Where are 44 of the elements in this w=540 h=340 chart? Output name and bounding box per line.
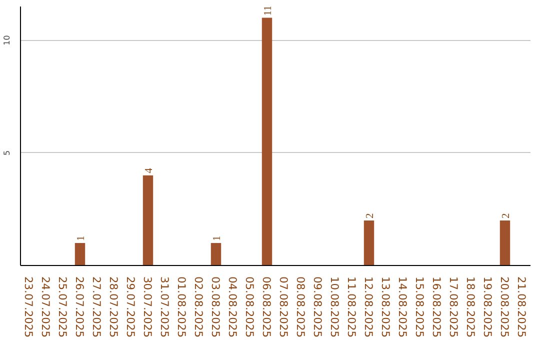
x-tick-label: 11.08.2025 (345, 276, 358, 338)
x-tick-label: 14.08.2025 (396, 276, 409, 338)
y-tick-label: 5 (2, 150, 12, 156)
x-tick-label: 06.08.2025 (260, 276, 273, 338)
x-tick-label: 17.08.2025 (447, 276, 460, 338)
x-tick-label: 31.07.2025 (158, 276, 171, 338)
x-tick-label: 27.07.2025 (90, 276, 103, 338)
bar (364, 220, 374, 266)
bar (210, 242, 222, 266)
bar (74, 242, 86, 266)
x-tick-label: 30.07.2025 (141, 276, 154, 338)
data-label: 2 (365, 213, 376, 218)
data-label: 2 (501, 213, 512, 218)
x-tick-label: 04.08.2025 (226, 276, 239, 338)
bar (142, 175, 154, 266)
x-tick-label: 02.08.2025 (192, 276, 205, 338)
x-tick-label: 03.08.2025 (209, 276, 222, 338)
x-tick-label: 25.07.2025 (56, 276, 69, 338)
data-label: 11 (263, 5, 274, 16)
x-tick-label: 16.08.2025 (430, 276, 443, 338)
x-tick-label: 18.08.2025 (464, 276, 477, 338)
x-tick-label: 05.08.2025 (243, 276, 256, 338)
bar (500, 220, 510, 266)
bar (262, 18, 272, 266)
data-label: 1 (212, 236, 223, 241)
x-tick-label: 12.08.2025 (362, 276, 375, 338)
x-tick-label: 24.07.2025 (39, 276, 52, 338)
x-tick-label: 23.07.2025 (22, 276, 35, 338)
x-tick-label: 13.08.2025 (379, 276, 392, 338)
x-tick-label: 26.07.2025 (73, 276, 86, 338)
x-tick-label: 08.08.2025 (294, 276, 307, 338)
x-tick-label: 28.07.2025 (107, 276, 120, 338)
x-tick-label: 20.08.2025 (498, 276, 511, 338)
x-tick-label: 15.08.2025 (413, 276, 426, 338)
x-tick-label: 21.08.2025 (515, 276, 528, 338)
data-label: 1 (76, 236, 87, 241)
x-tick-label: 07.08.2025 (277, 276, 290, 338)
x-tick-label: 10.08.2025 (328, 276, 341, 338)
data-label: 4 (144, 167, 155, 174)
y-tick-label: 10 (2, 35, 12, 46)
x-tick-label: 29.07.2025 (124, 276, 137, 338)
x-tick-label: 01.08.2025 (175, 276, 188, 338)
x-tick-label: 09.08.2025 (311, 276, 324, 338)
x-tick-label: 19.08.2025 (481, 276, 494, 338)
